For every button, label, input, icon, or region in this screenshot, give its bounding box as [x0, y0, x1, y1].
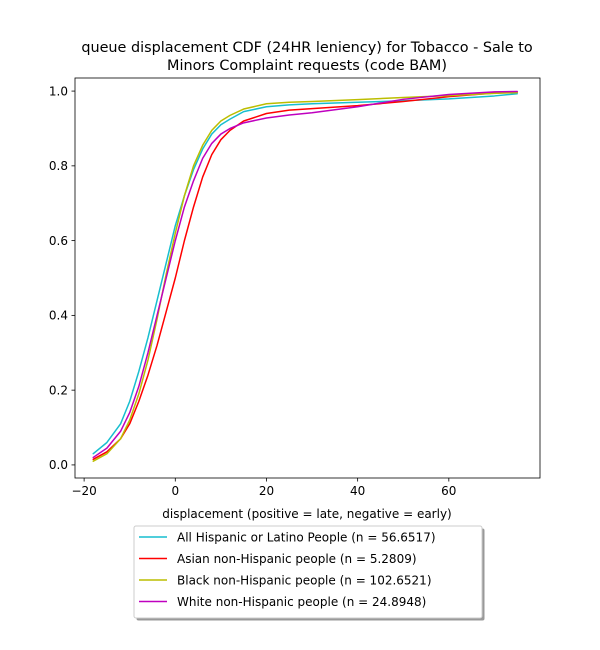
- x-tick-label: 40: [350, 484, 365, 498]
- legend-label-1: All Hispanic or Latino People (n = 56.65…: [177, 530, 436, 544]
- y-tick-label: 0.0: [49, 458, 68, 472]
- chart-title-line-2: Minors Complaint requests (code BAM): [167, 58, 447, 74]
- series-line-1: [92, 92, 518, 455]
- y-tick-label: 0.8: [49, 159, 68, 173]
- x-tick-label: −20: [71, 484, 96, 498]
- x-tick-label: 60: [441, 484, 456, 498]
- series-line-2: [92, 91, 518, 461]
- legend-label-3: Black non-Hispanic people (n = 102.6521): [177, 573, 432, 587]
- legend-label-4: White non-Hispanic people (n = 24.8948): [177, 595, 426, 609]
- series-line-3: [92, 91, 518, 462]
- y-tick-label: 1.0: [49, 84, 68, 98]
- plot-frame: [74, 77, 541, 479]
- series-layer: [92, 90, 518, 462]
- x-tick-label: 0: [171, 484, 179, 498]
- y-tick-label: 0.6: [49, 234, 68, 248]
- y-tick-label: 0.4: [49, 309, 68, 323]
- x-axis-label: displacement (positive = late, negative …: [162, 507, 451, 521]
- series-line-4: [92, 90, 518, 459]
- x-tick-label: 20: [259, 484, 274, 498]
- axes-layer: −20 0 20 40 60 0.0 0.2 0.4 0.6 0.8 1.0: [49, 77, 541, 498]
- legend-box: [133, 525, 483, 619]
- legend-label-2: Asian non-Hispanic people (n = 5.2809): [177, 552, 417, 566]
- y-tick-label: 0.2: [49, 383, 68, 397]
- chart-title-line-1: queue displacement CDF (24HR leniency) f…: [81, 40, 533, 56]
- legend: All Hispanic or Latino People (n = 56.65…: [133, 525, 485, 621]
